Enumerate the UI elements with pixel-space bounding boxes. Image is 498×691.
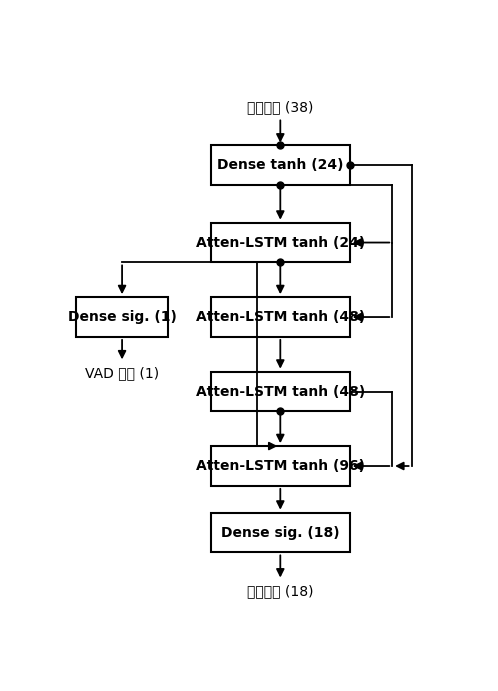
Text: Dense tanh (24): Dense tanh (24) bbox=[217, 158, 344, 172]
Text: Atten-LSTM tanh (96): Atten-LSTM tanh (96) bbox=[196, 459, 365, 473]
Text: VAD 输出 (1): VAD 输出 (1) bbox=[85, 366, 159, 380]
FancyBboxPatch shape bbox=[211, 145, 350, 185]
FancyBboxPatch shape bbox=[211, 446, 350, 486]
Text: Dense sig. (18): Dense sig. (18) bbox=[221, 526, 340, 540]
FancyBboxPatch shape bbox=[211, 513, 350, 553]
FancyBboxPatch shape bbox=[76, 297, 168, 337]
FancyBboxPatch shape bbox=[211, 372, 350, 411]
Text: 增益输出 (18): 增益输出 (18) bbox=[247, 584, 314, 598]
Text: 输入特征 (38): 输入特征 (38) bbox=[247, 100, 314, 114]
FancyBboxPatch shape bbox=[211, 223, 350, 263]
Text: Atten-LSTM tanh (24): Atten-LSTM tanh (24) bbox=[196, 236, 365, 249]
Text: Atten-LSTM tanh (48): Atten-LSTM tanh (48) bbox=[196, 384, 365, 399]
Text: Atten-LSTM tanh (48): Atten-LSTM tanh (48) bbox=[196, 310, 365, 324]
FancyBboxPatch shape bbox=[211, 297, 350, 337]
Text: Dense sig. (1): Dense sig. (1) bbox=[68, 310, 176, 324]
